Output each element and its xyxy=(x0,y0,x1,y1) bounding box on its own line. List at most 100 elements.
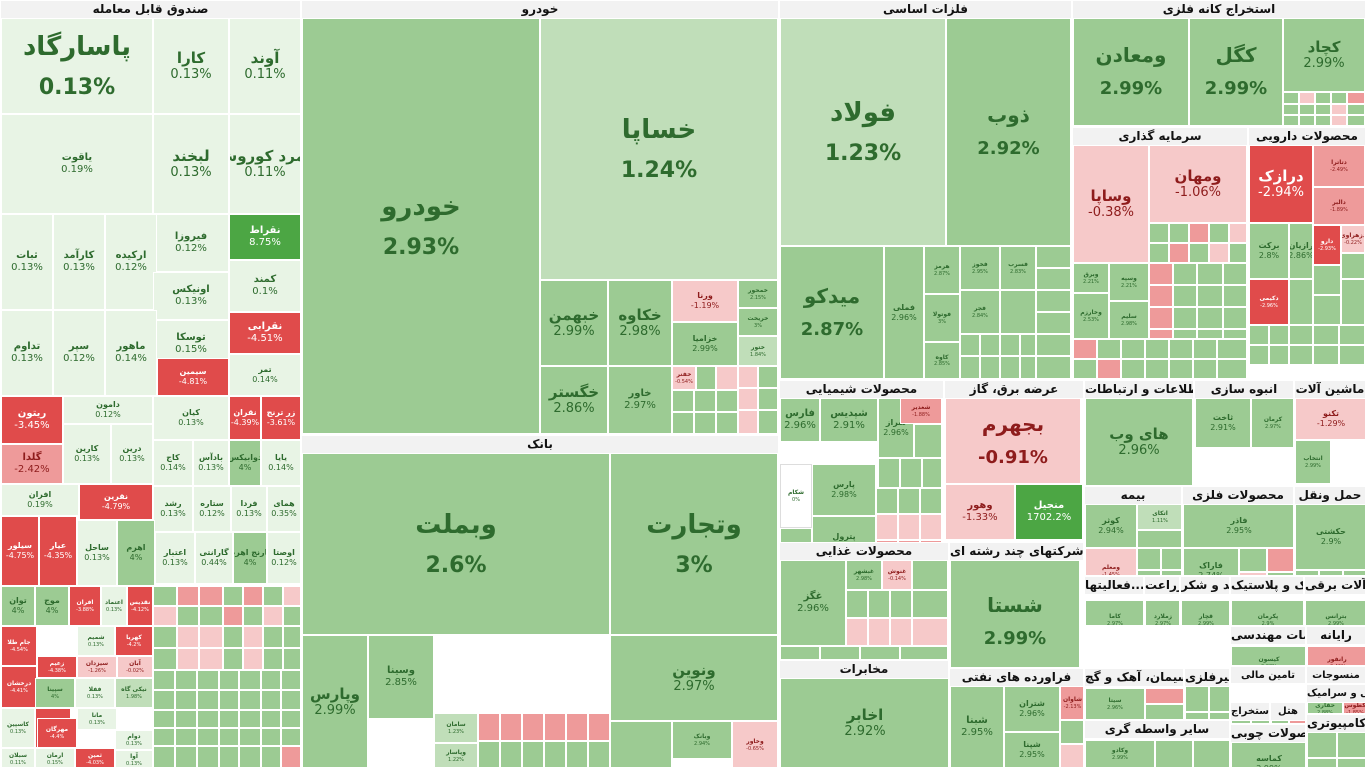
minor-stock-tile[interactable] xyxy=(1121,359,1145,379)
minor-stock-tile[interactable] xyxy=(898,514,920,540)
minor-stock-tile[interactable] xyxy=(197,728,219,746)
minor-stock-tile[interactable] xyxy=(261,670,281,690)
stock-tile[interactable]: دامون 0.12% xyxy=(63,396,153,424)
stock-tile[interactable]: کاسپین 0.13% xyxy=(1,708,35,748)
minor-stock-tile[interactable] xyxy=(1347,115,1365,126)
minor-stock-tile[interactable] xyxy=(1313,325,1339,345)
minor-stock-tile[interactable] xyxy=(980,334,1000,356)
minor-stock-tile[interactable] xyxy=(197,690,219,710)
minor-stock-tile[interactable] xyxy=(1249,345,1269,365)
stock-tile[interactable]: تداوم 0.13% xyxy=(1,310,53,396)
stock-tile[interactable]: شبنا 2.95% xyxy=(950,686,1004,767)
sector-title[interactable]: فلزات اساسی xyxy=(780,1,1071,18)
sector-title[interactable]: محصولات شیمیایی xyxy=(780,381,943,398)
stock-tile[interactable]: شراز 2.96% xyxy=(878,398,914,458)
sector-title[interactable]: شرکتهای چند رشته ای xyxy=(950,543,1083,560)
minor-stock-tile[interactable] xyxy=(980,356,1000,379)
stock-tile[interactable]: های وب 2.96% xyxy=(1085,398,1193,485)
minor-stock-tile[interactable] xyxy=(1223,263,1247,285)
stock-tile[interactable]: نقراط 8.75% xyxy=(229,214,300,260)
minor-stock-tile[interactable] xyxy=(1097,359,1121,379)
minor-stock-tile[interactable] xyxy=(1137,570,1161,575)
stock-tile[interactable]: جام طلا -4.54% xyxy=(1,626,37,666)
minor-stock-tile[interactable] xyxy=(1347,104,1365,115)
minor-stock-tile[interactable] xyxy=(177,586,199,606)
minor-stock-tile[interactable] xyxy=(1149,263,1173,285)
sector-title[interactable]: بیمه xyxy=(1085,487,1181,504)
minor-stock-tile[interactable] xyxy=(1036,334,1071,356)
sector-title[interactable]: تامین مالی xyxy=(1231,667,1305,683)
stock-tile[interactable]: ریتون -3.45% xyxy=(1,396,63,444)
stock-tile[interactable]: غبشهر 2.98% xyxy=(846,560,882,590)
stock-tile[interactable]: شستا 2.99% xyxy=(950,560,1080,667)
minor-stock-tile[interactable] xyxy=(1161,570,1181,575)
minor-stock-tile[interactable] xyxy=(1193,740,1229,767)
stock-tile[interactable]: ثمین -4.03% xyxy=(75,748,115,767)
minor-stock-tile[interactable] xyxy=(1337,758,1365,767)
minor-stock-tile[interactable] xyxy=(1223,329,1247,339)
stock-tile[interactable]: اونیکس 0.13% xyxy=(153,272,229,320)
minor-stock-tile[interactable] xyxy=(1209,223,1229,243)
stock-tile[interactable]: دتاترا -2.49% xyxy=(1313,145,1365,187)
minor-stock-tile[interactable] xyxy=(239,728,261,746)
sector-title[interactable]: استخراج xyxy=(1231,703,1269,723)
minor-stock-tile[interactable] xyxy=(261,690,281,710)
stock-tile[interactable]: کوثر 2.94% xyxy=(1085,504,1137,548)
minor-stock-tile[interactable] xyxy=(672,412,694,434)
stock-tile[interactable]: زمرد کوروش0.11% xyxy=(229,114,300,214)
stock-tile[interactable]: کاوه 2.85% xyxy=(924,342,960,379)
stock-tile[interactable]: غنوش -0.14% xyxy=(882,560,912,590)
minor-stock-tile[interactable] xyxy=(898,488,920,514)
stock-tile[interactable]: فاذر 2.95% xyxy=(1183,504,1293,548)
minor-stock-tile[interactable] xyxy=(500,741,522,767)
minor-stock-tile[interactable] xyxy=(219,746,239,767)
sector-title[interactable]: ماشین آلات xyxy=(1295,381,1365,398)
stock-tile[interactable]: سیلور -4.75% xyxy=(1,516,39,586)
stock-tile[interactable]: وخارزم 2.53% xyxy=(1073,293,1109,339)
minor-stock-tile[interactable] xyxy=(1097,339,1121,359)
minor-stock-tile[interactable] xyxy=(738,410,758,434)
minor-stock-tile[interactable] xyxy=(239,670,261,690)
minor-stock-tile[interactable] xyxy=(177,606,199,626)
minor-stock-tile[interactable] xyxy=(153,586,177,606)
stock-tile[interactable]: پارس 2.98% xyxy=(812,464,876,516)
stock-tile[interactable]: نقدیس -4.12% xyxy=(127,586,153,626)
minor-stock-tile[interactable] xyxy=(738,388,758,410)
stock-tile[interactable]: حفاری 2.88% xyxy=(1307,702,1343,713)
minor-stock-tile[interactable] xyxy=(1169,243,1189,263)
stock-tile[interactable]: کطوس -1.85% xyxy=(1343,702,1365,713)
stock-tile[interactable]: درخشان -4.41% xyxy=(1,666,37,708)
minor-stock-tile[interactable] xyxy=(544,741,566,767)
minor-stock-tile[interactable] xyxy=(219,710,239,728)
minor-stock-tile[interactable] xyxy=(1197,285,1223,307)
minor-stock-tile[interactable] xyxy=(694,412,716,434)
minor-stock-tile[interactable] xyxy=(1149,307,1173,329)
sector-title[interactable]: بانک xyxy=(302,436,778,453)
minor-stock-tile[interactable] xyxy=(239,690,261,710)
stock-tile[interactable]: سیتا 2.96% xyxy=(1085,688,1145,719)
stock-tile[interactable]: ففلا 0.13% xyxy=(75,678,115,708)
sector-title[interactable]: فعالیتها... xyxy=(1085,577,1143,594)
stock-tile[interactable]: فسرب 2.83% xyxy=(1000,246,1036,290)
minor-stock-tile[interactable] xyxy=(1000,334,1020,356)
minor-stock-tile[interactable] xyxy=(1295,570,1319,575)
minor-stock-tile[interactable] xyxy=(281,728,300,746)
sector-title[interactable]: حمل ونقل xyxy=(1295,487,1365,504)
minor-stock-tile[interactable] xyxy=(1289,325,1313,345)
minor-stock-tile[interactable] xyxy=(890,618,912,646)
stock-tile[interactable]: وپارس 2.99% xyxy=(302,635,368,767)
minor-stock-tile[interactable] xyxy=(900,458,922,488)
minor-stock-tile[interactable] xyxy=(868,590,890,618)
minor-stock-tile[interactable] xyxy=(243,626,263,648)
minor-stock-tile[interactable] xyxy=(283,626,300,648)
stock-tile[interactable]: کمند 0.1% xyxy=(229,260,300,312)
minor-stock-tile[interactable] xyxy=(868,618,890,646)
stock-tile[interactable]: بجهرم -0.91% xyxy=(945,398,1081,484)
minor-stock-tile[interactable] xyxy=(846,590,868,618)
minor-stock-tile[interactable] xyxy=(1269,345,1289,365)
minor-stock-tile[interactable] xyxy=(960,356,980,379)
stock-tile[interactable]: ورنا -1.19% xyxy=(672,280,738,322)
stock-tile[interactable]: کماسه2.99% xyxy=(1231,742,1305,767)
stock-tile[interactable]: خمحور 2.15% xyxy=(738,280,778,308)
minor-stock-tile[interactable] xyxy=(1121,339,1145,359)
